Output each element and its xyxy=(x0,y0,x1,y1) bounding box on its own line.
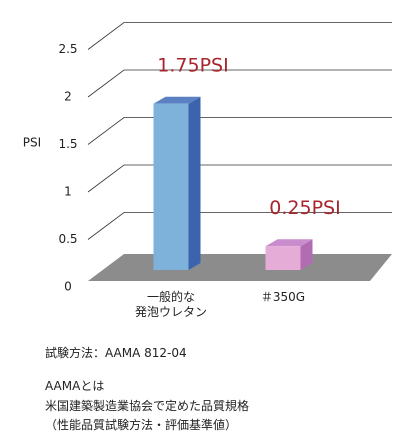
grid-line xyxy=(87,69,392,98)
y-tick-label: 0 xyxy=(64,280,72,294)
y-tick-label: 2.5 xyxy=(58,42,77,56)
test-method: 試験方法：AAMA 812-04 xyxy=(45,346,187,360)
bar-top xyxy=(265,239,313,247)
floor xyxy=(88,254,392,281)
grid-line xyxy=(87,212,392,240)
y-axis-label: PSI xyxy=(23,136,41,150)
grid-line xyxy=(87,117,392,145)
y-tick-label: 1.5 xyxy=(58,137,77,151)
bar-side xyxy=(188,96,201,270)
y-tick-label: 0.5 xyxy=(58,232,77,246)
y-tick-label: 1 xyxy=(64,185,72,199)
grid-line xyxy=(87,164,392,193)
note-line: （性能品質試験方法・評価基準値） xyxy=(45,418,238,432)
x-tick-label: ＃350G xyxy=(260,290,306,304)
bar-top xyxy=(153,96,201,104)
note-heading: AAMAとは xyxy=(45,379,105,393)
value-label: 0.25PSI xyxy=(269,197,340,219)
y-tick-label: 2 xyxy=(64,90,72,104)
chart: PSI 0 0.5 1 1.5 2 2.5 1.75PSI 0.25PSI xyxy=(23,22,392,294)
note-line: 米国建築製造業協会で定めた品質規格 xyxy=(45,399,250,413)
grid-line xyxy=(87,22,392,50)
value-label: 1.75PSI xyxy=(157,54,228,76)
x-tick-label: 一般的な 発泡ウレタン xyxy=(134,290,207,319)
bar xyxy=(153,103,189,270)
bar-side xyxy=(300,239,313,270)
bar xyxy=(265,246,301,270)
